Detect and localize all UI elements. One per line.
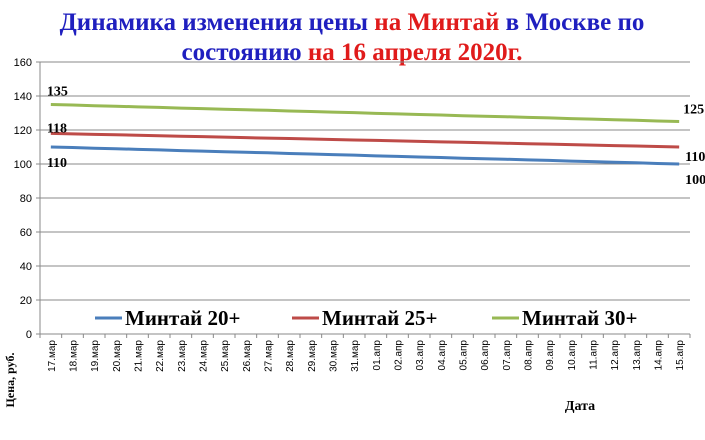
x-tick-label: 03.апр: [415, 340, 426, 371]
x-tick-label: 28.мар: [285, 340, 296, 372]
x-tick-label: 17.мар: [47, 340, 58, 372]
data-label: 125: [683, 103, 704, 118]
x-tick-label: 14.апр: [654, 340, 665, 371]
x-tick-label: 21.мар: [134, 340, 145, 372]
x-tick-label: 01.апр: [372, 340, 383, 371]
x-tick-label: 19.мар: [90, 340, 101, 372]
series-line: [50, 103, 680, 123]
x-tick-label: 24.мар: [199, 340, 210, 372]
y-tick-label: 20: [20, 295, 32, 307]
x-tick-label: 22.мар: [155, 340, 166, 372]
y-tick-label: 140: [14, 91, 32, 103]
x-tick-label: 31.мар: [350, 340, 361, 372]
title-part: Динамика изменения цены: [60, 9, 368, 36]
chart-title: Динамика изменения цены на Минтай в Моск…: [60, 9, 645, 36]
x-tick-label: 15.апр: [675, 340, 686, 371]
data-label: 118: [47, 121, 67, 136]
x-tick-label: 06.апр: [480, 340, 491, 371]
data-label: 100: [685, 173, 705, 188]
x-tick-label: 04.апр: [437, 340, 448, 371]
x-tick-label: 25.мар: [220, 340, 231, 372]
x-tick-label: 20.мар: [112, 340, 123, 372]
series-line: [50, 145, 680, 166]
data-label: 110: [685, 150, 705, 165]
y-axis-label: Цена, руб.: [3, 353, 17, 408]
x-tick-label: 12.апр: [610, 340, 621, 371]
x-tick-label: 08.апр: [524, 340, 535, 371]
y-tick-label: 120: [14, 125, 32, 137]
x-tick-label: 09.апр: [545, 340, 556, 371]
x-tick-label: 26.мар: [242, 340, 253, 372]
x-tick-label: 07.апр: [502, 340, 513, 371]
y-tick-label: 40: [20, 261, 32, 273]
x-tick-label: 23.мар: [177, 340, 188, 372]
x-tick-label: 18.мар: [69, 340, 80, 372]
title-part: на Минтай: [374, 9, 499, 36]
title-part: в Москве по: [506, 9, 645, 36]
y-tick-label: 160: [14, 57, 32, 69]
y-tick-label: 0: [26, 329, 32, 341]
data-label: 135: [47, 85, 68, 100]
y-tick-label: 80: [20, 193, 32, 205]
x-tick-label: 10.апр: [567, 340, 578, 371]
x-tick-label: 02.апр: [394, 340, 405, 371]
x-tick-label: 11.апр: [589, 340, 600, 370]
x-axis-label: Дата: [565, 399, 595, 414]
x-tick-label: 13.апр: [632, 340, 643, 371]
legend-label: Минтай 20+: [125, 306, 240, 330]
legend-label: Минтай 30+: [522, 306, 637, 330]
y-tick-label: 60: [20, 227, 32, 239]
x-tick-label: 30.мар: [329, 340, 340, 372]
y-tick-label: 100: [14, 159, 32, 171]
legend-label: Минтай 25+: [322, 306, 437, 330]
x-tick-label: 05.апр: [459, 340, 470, 371]
data-label: 110: [47, 156, 67, 171]
series-line: [50, 131, 680, 149]
x-tick-label: 27.мар: [264, 340, 275, 372]
x-tick-label: 29.мар: [307, 340, 318, 372]
